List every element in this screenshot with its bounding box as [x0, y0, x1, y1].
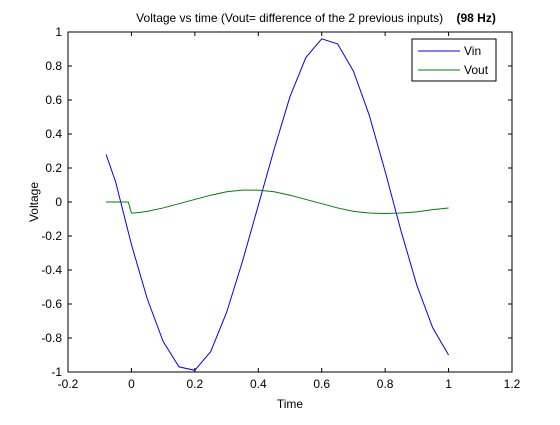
- chart-title-main: Voltage vs time (Vout= difference of the…: [136, 11, 443, 25]
- x-tick-label: 0.2: [187, 377, 204, 391]
- legend-label-vout: Vout: [464, 63, 489, 77]
- x-tick-label: 0: [128, 377, 135, 391]
- x-axis-label: Time: [277, 397, 304, 411]
- y-tick-label: -0.2: [41, 229, 62, 243]
- y-tick-label: -0.8: [41, 331, 62, 345]
- y-tick-label: -0.4: [41, 263, 62, 277]
- legend-box: [411, 38, 497, 82]
- series-line-vin: [105, 38, 450, 371]
- y-tick-label: 1: [55, 25, 62, 39]
- y-tick-label: -1: [51, 365, 62, 379]
- y-tick-label: 0.2: [45, 161, 62, 175]
- x-tick-label: 1: [445, 377, 452, 391]
- chart-title-frequency: (98 Hz): [456, 11, 495, 25]
- y-tick-label: 0.6: [45, 93, 62, 107]
- legend: Vin Vout: [411, 38, 497, 82]
- ticks-layer: -0.2 0 0.2 0.4 0.6 0.8 1 1.2 -1 -0.8 -0.6 -0.4 -0.2 0…: [41, 25, 520, 391]
- plot-area: [67, 31, 513, 373]
- y-tick-label: 0.8: [45, 59, 62, 73]
- y-tick-label: 0.4: [45, 127, 62, 141]
- chart-title: Voltage vs time (Vout= difference of the…: [136, 11, 496, 25]
- legend-label-vin: Vin: [464, 44, 481, 58]
- y-tick-label: -0.6: [41, 297, 62, 311]
- series-line-vout: [106, 189, 449, 215]
- y-axis-label: Voltage: [27, 182, 41, 222]
- x-tick-label: 1.2: [504, 377, 521, 391]
- x-tick-label: 0.4: [250, 377, 267, 391]
- y-tick-label: 0: [55, 195, 62, 209]
- x-tick-label: -0.2: [58, 377, 79, 391]
- x-tick-label: 0.8: [377, 377, 394, 391]
- x-tick-label: 0.6: [313, 377, 330, 391]
- series-layer: [105, 38, 450, 371]
